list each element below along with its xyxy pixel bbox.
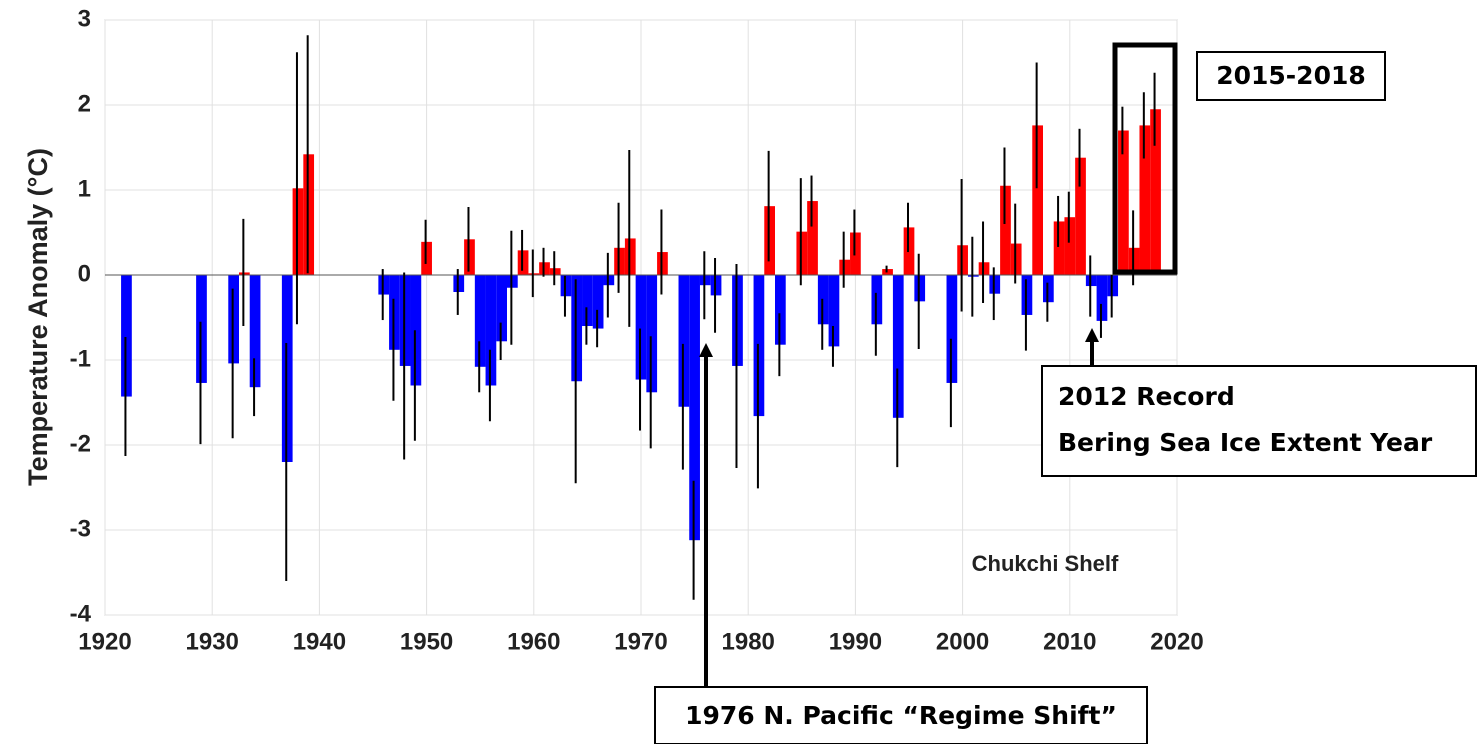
bar xyxy=(249,275,261,388)
bar xyxy=(1032,125,1043,276)
bar xyxy=(1053,221,1065,275)
bar xyxy=(678,275,690,407)
x-tick-label: 2010 xyxy=(1043,628,1096,655)
annotation: 1976 N. Pacific “Regime Shift” xyxy=(685,701,1117,730)
y-tick-label: 0 xyxy=(78,260,91,287)
y-tick-label: -1 xyxy=(70,345,91,372)
x-tick-label: 2020 xyxy=(1150,628,1203,655)
bar xyxy=(582,275,593,326)
highlight-box xyxy=(1112,42,1178,275)
bar xyxy=(807,201,818,275)
bar xyxy=(775,275,786,345)
bar xyxy=(121,275,132,397)
bar xyxy=(1150,109,1161,275)
bar xyxy=(496,275,507,342)
y-tick-label: 3 xyxy=(78,5,91,32)
x-tick-label: 1970 xyxy=(614,628,667,655)
y-axis-label: Temperature Anomaly (°C) xyxy=(23,148,53,486)
y-tick-label: -4 xyxy=(70,600,92,627)
x-tick-label: 1930 xyxy=(186,628,239,655)
bar xyxy=(1096,275,1108,321)
y-tick-label: 1 xyxy=(78,175,91,202)
y-tick-label: -3 xyxy=(70,515,91,542)
arrow-head xyxy=(699,343,713,357)
x-tick-label: 1980 xyxy=(722,628,775,655)
annotation: 2015-2018 xyxy=(1216,61,1366,90)
x-tick-label: 2000 xyxy=(936,628,989,655)
bar xyxy=(292,188,304,275)
y-tick-label: -2 xyxy=(70,430,91,457)
annotation: Bering Sea Ice Extent Year xyxy=(1058,428,1433,457)
x-tick-label: 1950 xyxy=(400,628,453,655)
bar xyxy=(946,275,958,383)
x-tick-label: 1960 xyxy=(507,628,560,655)
bar xyxy=(635,275,647,380)
annotation: 2012 Record xyxy=(1058,382,1235,411)
x-tick-label: 1990 xyxy=(829,628,882,655)
bar xyxy=(689,275,700,541)
arrow-head xyxy=(1085,328,1099,342)
annotation-box xyxy=(654,686,1148,744)
x-tick-label: 1920 xyxy=(78,628,131,655)
bar xyxy=(646,275,658,393)
bar xyxy=(1075,157,1086,275)
bar xyxy=(892,275,904,418)
bar xyxy=(1000,185,1011,275)
bar xyxy=(1139,125,1151,276)
bar xyxy=(474,275,486,367)
bar xyxy=(485,275,497,386)
bar xyxy=(828,275,840,347)
bar xyxy=(592,275,604,329)
annotation-box xyxy=(1041,365,1477,477)
x-tick-label: 1940 xyxy=(293,628,346,655)
bar xyxy=(1064,217,1076,275)
bar xyxy=(1118,130,1129,275)
y-tick-label: 2 xyxy=(78,90,91,117)
region-label: Chukchi Shelf xyxy=(972,551,1119,576)
annotation-box xyxy=(1196,51,1386,101)
